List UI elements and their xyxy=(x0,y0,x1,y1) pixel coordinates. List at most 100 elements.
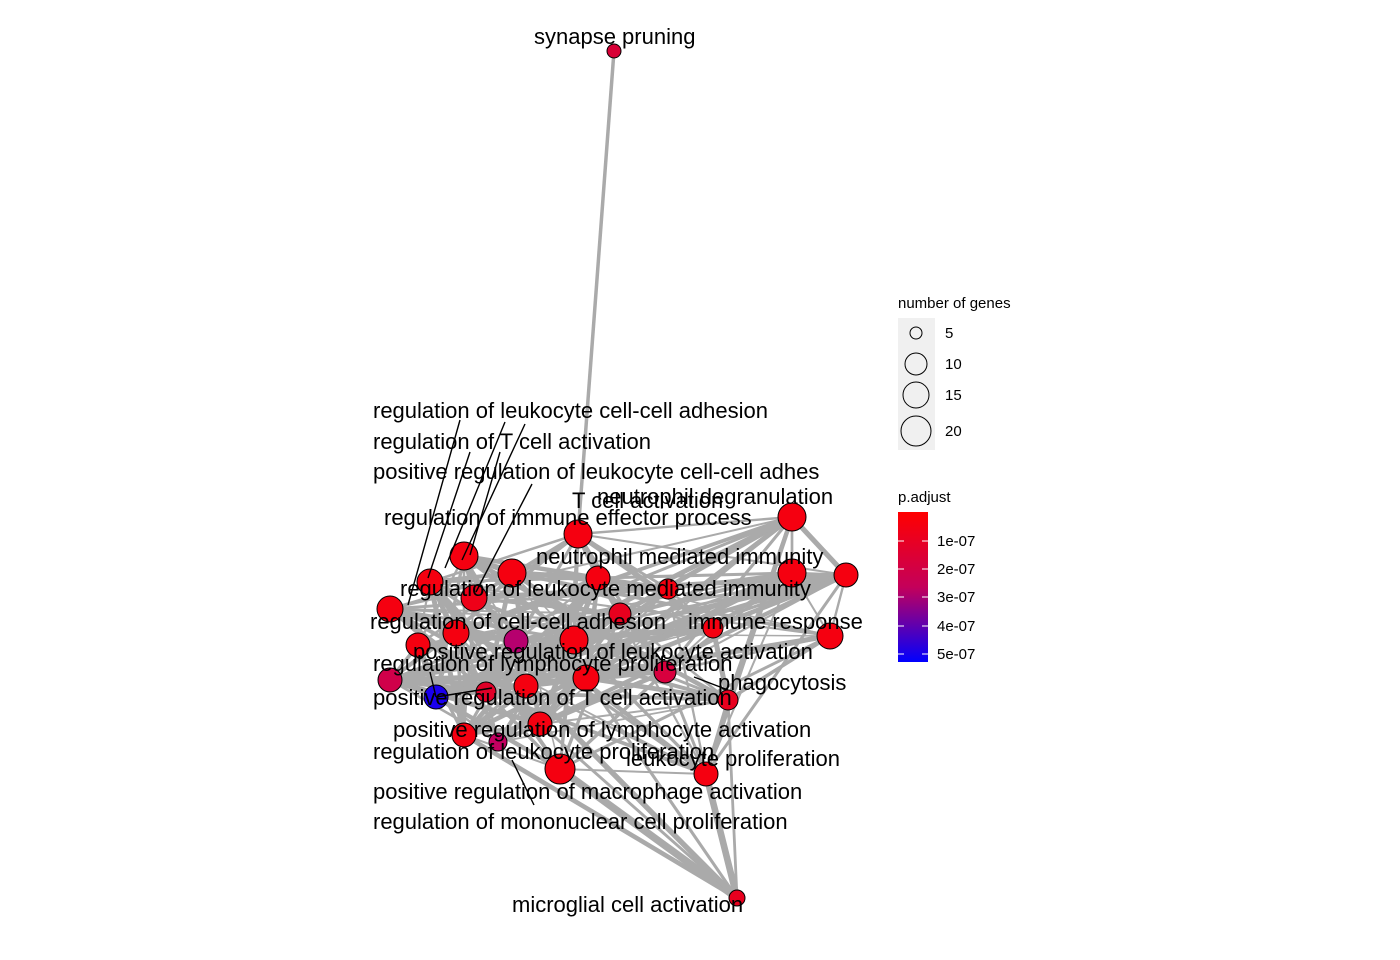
node-label: synapse pruning xyxy=(534,24,695,49)
color-legend: p.adjust 1e-07 2e-07 3e-07 4e-07 5e-07 xyxy=(898,489,975,663)
network-edge xyxy=(558,638,576,771)
node-label: regulation of cell-cell adhesion xyxy=(370,609,666,634)
network-node xyxy=(585,565,611,591)
network-node xyxy=(777,502,807,532)
color-legend-tick-label: 3e-07 xyxy=(937,589,975,606)
size-legend-label: 20 xyxy=(945,423,962,440)
network-node xyxy=(376,595,404,623)
network-edge xyxy=(435,572,793,698)
network-node xyxy=(702,617,724,639)
label-leader-lines xyxy=(407,419,729,806)
network-node xyxy=(777,558,807,588)
network-edge xyxy=(461,586,671,738)
node-label: positive regulation of T cell activation xyxy=(373,685,732,710)
network-node xyxy=(377,667,403,693)
node-label: leukocyte proliferation xyxy=(626,746,840,771)
label-leader-line xyxy=(469,451,501,556)
network-edge xyxy=(576,50,616,535)
network-node xyxy=(503,628,529,654)
network-edge xyxy=(711,573,848,630)
network-node xyxy=(816,622,844,650)
network-node xyxy=(442,619,470,647)
network-edge xyxy=(388,515,794,682)
node-label: immune response xyxy=(688,609,863,634)
node-label: positive regulation of lymphocyte activa… xyxy=(393,717,811,742)
size-legend-circle xyxy=(902,381,930,409)
network-node xyxy=(657,578,679,600)
node-label: regulation of leukocyte proliferation xyxy=(373,739,714,764)
label-leader-line xyxy=(693,676,729,691)
size-legend-key-bg xyxy=(898,318,935,450)
network-edge xyxy=(463,734,561,770)
network-node xyxy=(475,681,497,703)
node-label: positive regulation of leukocyte activat… xyxy=(413,639,813,664)
node-label: regulation of leukocyte mediated immunit… xyxy=(400,576,811,601)
network-edge xyxy=(389,516,793,610)
network-edge xyxy=(524,684,739,900)
network-node xyxy=(416,568,444,596)
node-label: microglial cell activation xyxy=(512,892,743,917)
network-edge xyxy=(705,572,793,775)
node-label: positive regulation of macrophage activa… xyxy=(373,779,802,804)
network-node xyxy=(572,664,600,692)
network-edge xyxy=(387,572,849,683)
size-legend: number of genes 5 10 15 20 xyxy=(898,295,1011,450)
network-node xyxy=(606,43,622,59)
size-legend-circle xyxy=(909,326,923,340)
label-leader-line xyxy=(461,423,526,561)
node-label: regulation of T cell activation xyxy=(373,429,651,454)
node-label: T cell activation xyxy=(572,488,723,513)
network-edge xyxy=(523,570,795,689)
network-edge xyxy=(559,634,831,771)
network-edge xyxy=(704,574,848,775)
color-legend-bar xyxy=(898,512,928,662)
network-edge xyxy=(558,612,622,771)
node-label: phagocytosis xyxy=(718,670,846,695)
network-edge xyxy=(711,571,794,630)
label-leader-line xyxy=(475,483,533,593)
color-legend-tick-label: 4e-07 xyxy=(937,618,975,635)
network-node xyxy=(608,602,632,626)
size-legend-circle xyxy=(900,415,932,447)
label-leader-line xyxy=(427,451,471,579)
network-edge xyxy=(557,766,740,901)
size-legend-title: number of genes xyxy=(898,295,1011,312)
network-edge xyxy=(726,699,739,899)
network-edge xyxy=(576,515,794,536)
size-legend-label: 5 xyxy=(945,325,953,342)
network-edge xyxy=(454,515,794,635)
network-edge xyxy=(539,722,738,900)
network-node xyxy=(559,625,589,655)
size-legend-label: 15 xyxy=(945,387,962,404)
label-leader-line xyxy=(444,421,506,569)
node-label: neutrophil mediated immunity xyxy=(536,544,823,569)
network-node xyxy=(460,584,488,612)
network-edge xyxy=(388,631,458,682)
size-legend-label: 10 xyxy=(945,356,962,373)
network-node xyxy=(563,519,593,549)
node-label: regulation of leukocyte cell-cell adhesi… xyxy=(373,398,768,423)
node-label: regulation of lymphocyte proliferation xyxy=(373,651,733,676)
network-nodes xyxy=(376,43,859,907)
network-edge xyxy=(462,722,542,737)
network-edge xyxy=(663,516,794,673)
node-label: regulation of mononuclear cell prolifera… xyxy=(373,809,788,834)
size-legend-circle xyxy=(904,352,928,376)
node-label: regulation of immune effector process xyxy=(384,505,752,530)
network-edge xyxy=(539,699,729,725)
network-node xyxy=(653,660,677,684)
network-node xyxy=(405,632,431,658)
network-node xyxy=(513,673,539,699)
node-label: neutrophil degranulation xyxy=(597,484,833,509)
network-edge xyxy=(461,570,795,738)
network-edge xyxy=(537,572,849,727)
network-edge xyxy=(702,773,741,899)
label-leader-line xyxy=(435,687,493,698)
network-edge xyxy=(495,669,668,745)
network-edges xyxy=(387,50,849,901)
network-edge xyxy=(663,670,708,776)
network-edge xyxy=(387,677,543,727)
color-legend-title: p.adjust xyxy=(898,489,951,506)
color-legend-tick-label: 5e-07 xyxy=(937,646,975,663)
